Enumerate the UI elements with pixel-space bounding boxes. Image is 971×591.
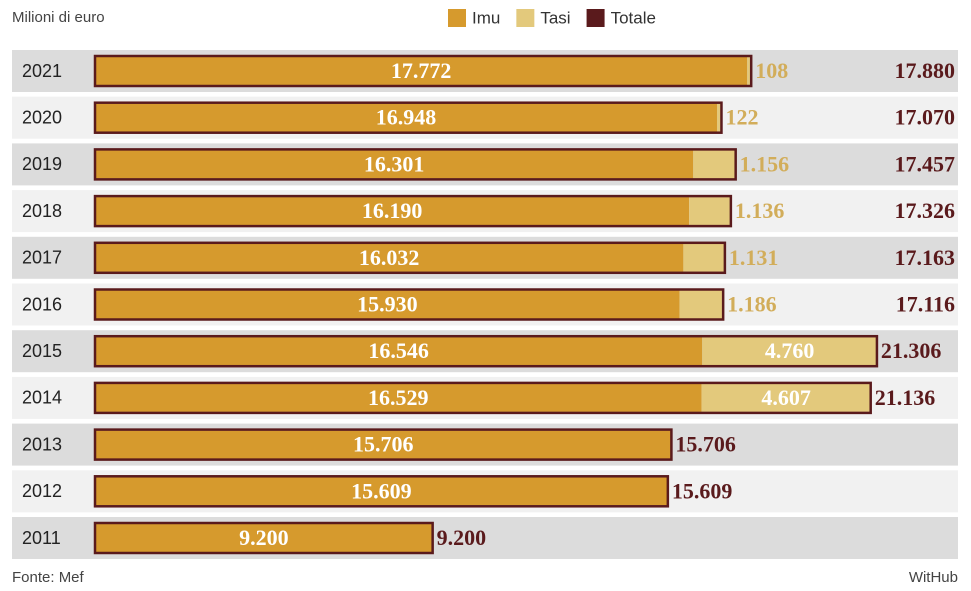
category-label: 2014 xyxy=(22,388,62,408)
total-label: 17.070 xyxy=(895,105,956,130)
bar-segment xyxy=(680,291,724,319)
category-label: 2012 xyxy=(22,481,62,501)
category-label: 2017 xyxy=(22,248,62,268)
value-label: 4.607 xyxy=(761,385,811,410)
legend-swatch xyxy=(448,9,466,27)
bar-segment xyxy=(683,244,725,272)
credit: WitHub xyxy=(909,569,958,586)
legend-label: Imu xyxy=(472,8,500,27)
value-label: 16.301 xyxy=(364,151,425,176)
value-label: 15.609 xyxy=(351,478,412,503)
category-label: 2016 xyxy=(22,294,62,314)
category-label: 2011 xyxy=(22,528,61,548)
category-label: 2021 xyxy=(22,61,62,81)
category-label: 2020 xyxy=(22,107,62,127)
category-label: 2019 xyxy=(22,154,62,174)
value-label: 1.186 xyxy=(727,292,777,317)
category-label: 2013 xyxy=(22,434,62,454)
bar-segment xyxy=(693,150,735,178)
legend-label: Totale xyxy=(611,8,656,27)
total-label: 21.306 xyxy=(881,338,942,363)
total-label: 17.116 xyxy=(896,292,955,317)
value-label: 1.136 xyxy=(735,198,785,223)
value-label: 1.131 xyxy=(729,245,779,270)
value-label: 4.760 xyxy=(765,338,815,363)
value-label: 1.156 xyxy=(740,151,790,176)
page: Milioni di euro Fonte: Mef WitHub Imu Tas… xyxy=(0,0,971,591)
value-label: 108 xyxy=(755,58,788,83)
total-label: 21.136 xyxy=(875,385,936,410)
total-label: 15.609 xyxy=(672,478,733,503)
chart: Milioni di euro Fonte: Mef WitHub Imu Tas… xyxy=(0,0,971,591)
legend-label: Tasi xyxy=(540,8,570,27)
unit-label: Milioni di euro xyxy=(12,9,105,26)
value-label: 15.706 xyxy=(353,432,414,457)
value-label: 122 xyxy=(725,105,758,130)
value-label: 16.032 xyxy=(359,245,420,270)
total-label: 17.457 xyxy=(895,151,956,176)
total-label: 9.200 xyxy=(437,525,487,550)
value-label: 16.529 xyxy=(368,385,429,410)
value-label: 16.190 xyxy=(362,198,423,223)
total-label: 17.326 xyxy=(895,198,956,223)
total-label: 17.880 xyxy=(895,58,956,83)
category-label: 2018 xyxy=(22,201,62,221)
source: Fonte: Mef xyxy=(12,569,85,586)
legend-swatch xyxy=(587,9,605,27)
value-label: 16.546 xyxy=(368,338,429,363)
bar-segment xyxy=(689,197,731,225)
value-label: 9.200 xyxy=(239,525,289,550)
total-label: 17.163 xyxy=(895,245,956,270)
value-label: 15.930 xyxy=(357,292,418,317)
category-label: 2015 xyxy=(22,341,62,361)
legend-swatch xyxy=(516,9,534,27)
value-label: 16.948 xyxy=(376,105,437,130)
total-label: 15.706 xyxy=(675,432,736,457)
value-label: 17.772 xyxy=(391,58,452,83)
